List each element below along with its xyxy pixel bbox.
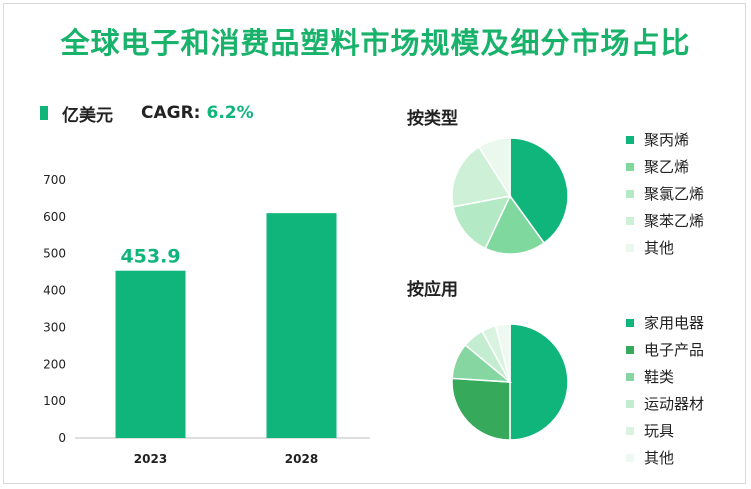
cagr-value: 6.2% bbox=[206, 103, 254, 123]
cagr-label: CAGR: bbox=[141, 103, 201, 123]
y-tick-label: 600 bbox=[43, 210, 66, 224]
bar-2023 bbox=[115, 270, 186, 438]
pie1-slice-2 bbox=[452, 194, 512, 250]
legend-swatch bbox=[626, 243, 634, 252]
legend-swatch bbox=[626, 345, 634, 354]
type-pie-legend: 聚丙烯聚乙烯聚氯乙烯聚苯乙烯其他 bbox=[626, 126, 704, 261]
legend-swatch bbox=[40, 106, 48, 120]
pie1-slice-3 bbox=[451, 145, 512, 208]
chart-frame bbox=[3, 3, 746, 484]
legend-label: 其他 bbox=[644, 239, 675, 257]
pie1-slice-4 bbox=[477, 137, 511, 199]
y-tick-label: 400 bbox=[43, 284, 66, 298]
pie2-slice-1 bbox=[451, 377, 511, 441]
pie2-slice-0 bbox=[509, 323, 569, 441]
legend-swatch bbox=[626, 318, 634, 327]
legend-item: 运动器材 bbox=[626, 390, 704, 417]
y-tick-label: 100 bbox=[43, 394, 66, 408]
legend-swatch bbox=[626, 399, 634, 408]
y-tick-label: 300 bbox=[43, 320, 66, 334]
y-tick-label: 0 bbox=[58, 431, 66, 445]
legend-label: 鞋类 bbox=[644, 368, 675, 386]
y-tick-label: 200 bbox=[43, 357, 66, 371]
legend-swatch bbox=[626, 453, 634, 462]
legend-item: 其他 bbox=[626, 444, 704, 471]
pie-charts bbox=[451, 137, 569, 441]
application-pie-title: 按应用 bbox=[407, 280, 458, 300]
legend-swatch bbox=[626, 135, 634, 144]
legend-swatch bbox=[626, 162, 634, 171]
y-tick-label: 500 bbox=[43, 247, 66, 261]
legend-item: 聚丙烯 bbox=[626, 126, 704, 153]
x-tick-label: 2023 bbox=[134, 452, 167, 466]
bar-chart: 0 100 200 300 400 500 600 700 2023 453.9 2028 bbox=[43, 173, 370, 466]
legend-item: 聚氯乙烯 bbox=[626, 180, 704, 207]
page-title: 全球电子和消费品塑料市场规模及细分市场占比 bbox=[60, 26, 691, 60]
legend-item: 玩具 bbox=[626, 417, 704, 444]
legend-swatch bbox=[626, 372, 634, 381]
application-pie-legend: 家用电器电子产品鞋类运动器材玩具其他 bbox=[626, 309, 704, 471]
legend-label: 聚丙烯 bbox=[644, 131, 690, 149]
legend-swatch bbox=[626, 426, 634, 435]
bar-2028 bbox=[266, 213, 337, 438]
legend-label: 聚乙烯 bbox=[644, 158, 690, 176]
legend-label: 电子产品 bbox=[644, 341, 705, 359]
legend-item: 聚苯乙烯 bbox=[626, 207, 704, 234]
legend-label: 聚苯乙烯 bbox=[644, 212, 705, 230]
legend-label: 其他 bbox=[644, 449, 675, 467]
legend-item: 家用电器 bbox=[626, 309, 704, 336]
bar-data-label: 453.9 bbox=[120, 246, 180, 268]
legend-label: 聚氯乙烯 bbox=[644, 185, 705, 203]
legend-swatch bbox=[626, 189, 634, 198]
legend-unit: 亿美元 bbox=[62, 105, 113, 126]
legend-item: 电子产品 bbox=[626, 336, 704, 363]
type-pie-title: 按类型 bbox=[407, 109, 458, 129]
legend-item: 其他 bbox=[626, 234, 704, 261]
pie1-slice-0 bbox=[509, 137, 569, 244]
legend-item: 聚乙烯 bbox=[626, 153, 704, 180]
legend-label: 玩具 bbox=[644, 422, 675, 440]
pie1-slice-1 bbox=[484, 194, 546, 255]
legend-label: 家用电器 bbox=[644, 314, 705, 332]
x-tick-label: 2028 bbox=[285, 452, 318, 466]
y-tick-label: 700 bbox=[43, 173, 66, 187]
bar-legend: 亿美元 CAGR: 6.2% bbox=[40, 100, 254, 126]
legend-item: 鞋类 bbox=[626, 363, 704, 390]
legend-label: 运动器材 bbox=[644, 395, 705, 413]
legend-swatch bbox=[626, 216, 634, 225]
pie2-slice-5 bbox=[494, 323, 511, 383]
